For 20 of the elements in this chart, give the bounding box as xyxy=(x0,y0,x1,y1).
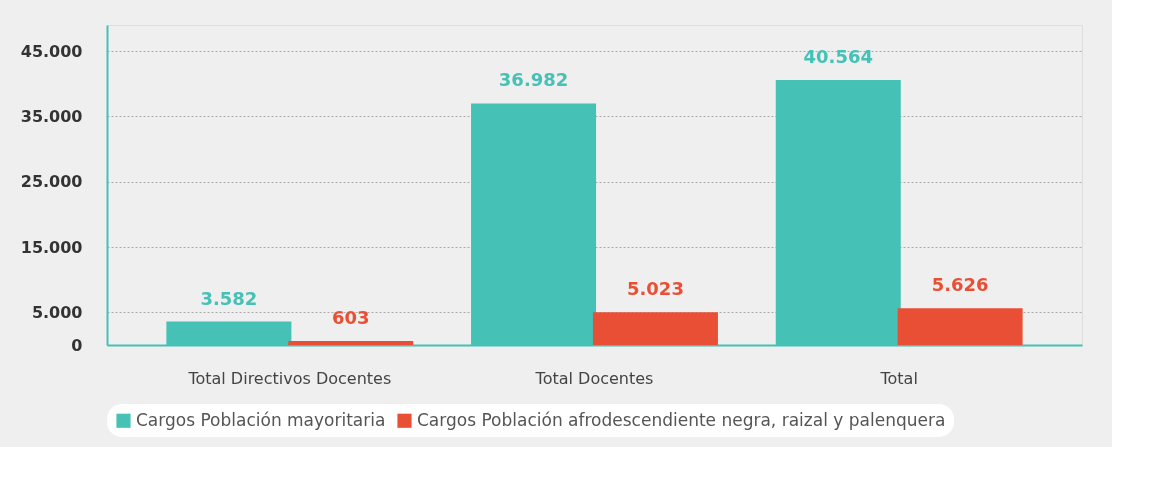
x-tick-label: Total xyxy=(879,368,918,388)
y-tick-label: 25.000 xyxy=(20,172,83,192)
bar xyxy=(288,341,414,345)
bar xyxy=(592,312,718,345)
x-tick-label: Total Docentes xyxy=(534,368,654,388)
legend-label: Cargos Población mayoritaria xyxy=(136,409,386,430)
data-label: 3.582 xyxy=(200,287,258,309)
data-label: 5.023 xyxy=(626,278,684,300)
y-tick-label: 45.000 xyxy=(20,41,83,61)
data-label: 603 xyxy=(331,307,370,329)
data-label: 36.982 xyxy=(498,69,569,91)
data-label: 40.564 xyxy=(803,46,873,68)
y-tick-label: 5.000 xyxy=(31,302,83,322)
y-tick-label: 35.000 xyxy=(20,106,83,126)
x-tick-label: Total Directivos Docentes xyxy=(187,368,392,388)
legend-label: Cargos Población afrodescendiente negra, raizal y palenquera xyxy=(417,409,946,430)
data-label: 5.626 xyxy=(931,274,989,296)
y-tick-label: 0 xyxy=(71,335,83,355)
y-tick-label: 15.000 xyxy=(20,237,83,257)
bar xyxy=(897,308,1023,345)
